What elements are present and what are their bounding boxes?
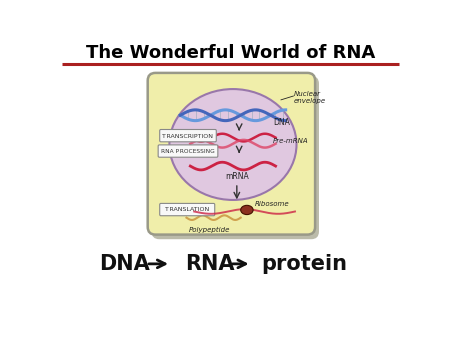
Ellipse shape bbox=[241, 206, 253, 215]
FancyBboxPatch shape bbox=[148, 73, 315, 235]
Text: Ribosome: Ribosome bbox=[255, 201, 289, 207]
Text: RNA P ROCESSING: RNA P ROCESSING bbox=[161, 149, 215, 154]
Text: Nuclear
envelope: Nuclear envelope bbox=[293, 91, 325, 104]
Text: RNA: RNA bbox=[185, 254, 234, 274]
Text: DNA: DNA bbox=[99, 254, 150, 274]
FancyBboxPatch shape bbox=[152, 76, 319, 239]
Text: mRNA: mRNA bbox=[225, 172, 249, 182]
Text: Polypeptide: Polypeptide bbox=[189, 227, 230, 233]
Text: protein: protein bbox=[261, 254, 347, 274]
Text: T RANSCRIPTION: T RANSCRIPTION bbox=[162, 134, 213, 139]
FancyBboxPatch shape bbox=[160, 129, 216, 142]
Text: The Wonderful World of RNA: The Wonderful World of RNA bbox=[86, 44, 375, 62]
Text: Pre-mRNA: Pre-mRNA bbox=[273, 138, 309, 144]
Text: DNA: DNA bbox=[273, 118, 290, 127]
FancyBboxPatch shape bbox=[160, 203, 215, 216]
Text: T RANSLATION: T RANSLATION bbox=[165, 208, 209, 213]
Ellipse shape bbox=[169, 89, 297, 200]
FancyBboxPatch shape bbox=[158, 145, 218, 157]
